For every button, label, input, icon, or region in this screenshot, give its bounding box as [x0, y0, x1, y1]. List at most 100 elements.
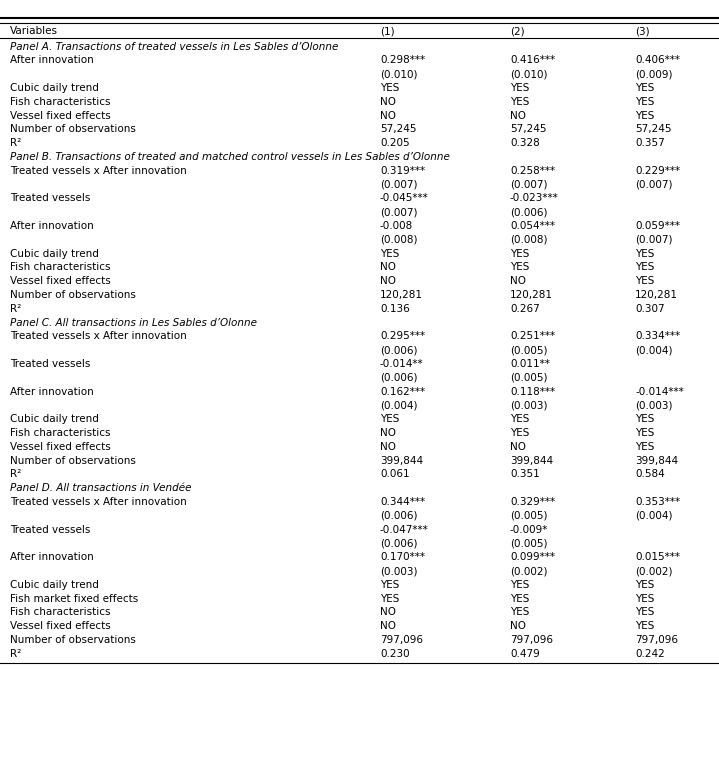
Text: YES: YES: [510, 248, 529, 258]
Text: -0.014**: -0.014**: [380, 359, 423, 369]
Text: (0.009): (0.009): [635, 69, 672, 79]
Text: 797,096: 797,096: [635, 635, 678, 645]
Text: 0.584: 0.584: [635, 469, 665, 479]
Text: Panel A. Transactions of treated vessels in Les Sables d’Olonne: Panel A. Transactions of treated vessels…: [10, 42, 339, 52]
Text: (0.008): (0.008): [380, 235, 418, 245]
Text: YES: YES: [510, 428, 529, 438]
Text: R²: R²: [10, 138, 22, 149]
Text: YES: YES: [635, 621, 654, 631]
Text: YES: YES: [635, 97, 654, 107]
Text: 0.258***: 0.258***: [510, 166, 555, 176]
Text: -0.009*: -0.009*: [510, 525, 549, 535]
Text: 0.319***: 0.319***: [380, 166, 425, 176]
Text: (0.002): (0.002): [635, 566, 672, 576]
Text: -0.047***: -0.047***: [380, 525, 429, 535]
Text: NO: NO: [510, 621, 526, 631]
Text: (0.006): (0.006): [380, 345, 418, 355]
Text: 0.242: 0.242: [635, 649, 665, 659]
Text: 0.162***: 0.162***: [380, 386, 425, 397]
Text: YES: YES: [510, 97, 529, 107]
Text: YES: YES: [380, 83, 399, 93]
Text: (0.006): (0.006): [380, 511, 418, 521]
Text: -0.023***: -0.023***: [510, 194, 559, 203]
Text: 0.334***: 0.334***: [635, 331, 680, 341]
Text: Vessel fixed effects: Vessel fixed effects: [10, 442, 111, 452]
Text: 0.170***: 0.170***: [380, 552, 425, 562]
Text: 57,245: 57,245: [635, 124, 672, 134]
Text: YES: YES: [635, 594, 654, 604]
Text: Panel C. All transactions in Les Sables d’Olonne: Panel C. All transactions in Les Sables …: [10, 318, 257, 328]
Text: 0.416***: 0.416***: [510, 56, 555, 66]
Text: 0.307: 0.307: [635, 304, 664, 314]
Text: (0.010): (0.010): [380, 69, 418, 79]
Text: 0.136: 0.136: [380, 304, 410, 314]
Text: (0.003): (0.003): [380, 566, 418, 576]
Text: Cubic daily trend: Cubic daily trend: [10, 248, 99, 258]
Text: Fish characteristics: Fish characteristics: [10, 428, 111, 438]
Text: After innovation: After innovation: [10, 552, 93, 562]
Text: 0.054***: 0.054***: [510, 221, 555, 231]
Text: (0.010): (0.010): [510, 69, 547, 79]
Text: 0.230: 0.230: [380, 649, 410, 659]
Text: (0.002): (0.002): [510, 566, 547, 576]
Text: Panel D. All transactions in Vendée: Panel D. All transactions in Vendée: [10, 483, 191, 493]
Text: 57,245: 57,245: [510, 124, 546, 134]
Text: 120,281: 120,281: [635, 290, 678, 300]
Text: Treated vessels x After innovation: Treated vessels x After innovation: [10, 497, 187, 507]
Text: NO: NO: [510, 110, 526, 120]
Text: (0.006): (0.006): [380, 373, 418, 383]
Text: NO: NO: [380, 262, 396, 273]
Text: Number of observations: Number of observations: [10, 290, 136, 300]
Text: Fish characteristics: Fish characteristics: [10, 262, 111, 273]
Text: 0.267: 0.267: [510, 304, 540, 314]
Text: Cubic daily trend: Cubic daily trend: [10, 83, 99, 93]
Text: (0.007): (0.007): [635, 235, 672, 245]
Text: 797,096: 797,096: [380, 635, 423, 645]
Text: YES: YES: [510, 607, 529, 617]
Text: Fish market fixed effects: Fish market fixed effects: [10, 594, 138, 604]
Text: Treated vessels: Treated vessels: [10, 359, 91, 369]
Text: Vessel fixed effects: Vessel fixed effects: [10, 621, 111, 631]
Text: 0.328: 0.328: [510, 138, 540, 149]
Text: YES: YES: [635, 580, 654, 590]
Text: (0.007): (0.007): [510, 180, 547, 190]
Text: YES: YES: [635, 262, 654, 273]
Text: YES: YES: [510, 415, 529, 424]
Text: YES: YES: [510, 262, 529, 273]
Text: YES: YES: [635, 83, 654, 93]
Text: NO: NO: [380, 607, 396, 617]
Text: 399,844: 399,844: [510, 456, 553, 466]
Text: (3): (3): [635, 27, 650, 37]
Text: R²: R²: [10, 649, 22, 659]
Text: (0.003): (0.003): [635, 401, 672, 411]
Text: NO: NO: [380, 428, 396, 438]
Text: YES: YES: [635, 110, 654, 120]
Text: 0.099***: 0.099***: [510, 552, 555, 562]
Text: NO: NO: [510, 277, 526, 287]
Text: YES: YES: [635, 248, 654, 258]
Text: (0.005): (0.005): [510, 539, 547, 549]
Text: YES: YES: [510, 580, 529, 590]
Text: YES: YES: [510, 594, 529, 604]
Text: NO: NO: [380, 277, 396, 287]
Text: YES: YES: [635, 442, 654, 452]
Text: YES: YES: [380, 594, 399, 604]
Text: 0.479: 0.479: [510, 649, 540, 659]
Text: 0.344***: 0.344***: [380, 497, 425, 507]
Text: -0.014***: -0.014***: [635, 386, 684, 397]
Text: (2): (2): [510, 27, 525, 37]
Text: 797,096: 797,096: [510, 635, 553, 645]
Text: (0.004): (0.004): [635, 345, 672, 355]
Text: -0.045***: -0.045***: [380, 194, 429, 203]
Text: Number of observations: Number of observations: [10, 635, 136, 645]
Text: YES: YES: [380, 580, 399, 590]
Text: 0.118***: 0.118***: [510, 386, 555, 397]
Text: (0.007): (0.007): [380, 180, 418, 190]
Text: Number of observations: Number of observations: [10, 124, 136, 134]
Text: NO: NO: [380, 442, 396, 452]
Text: 0.011**: 0.011**: [510, 359, 550, 369]
Text: After innovation: After innovation: [10, 221, 93, 231]
Text: 0.229***: 0.229***: [635, 166, 680, 176]
Text: (0.004): (0.004): [380, 401, 418, 411]
Text: 120,281: 120,281: [380, 290, 423, 300]
